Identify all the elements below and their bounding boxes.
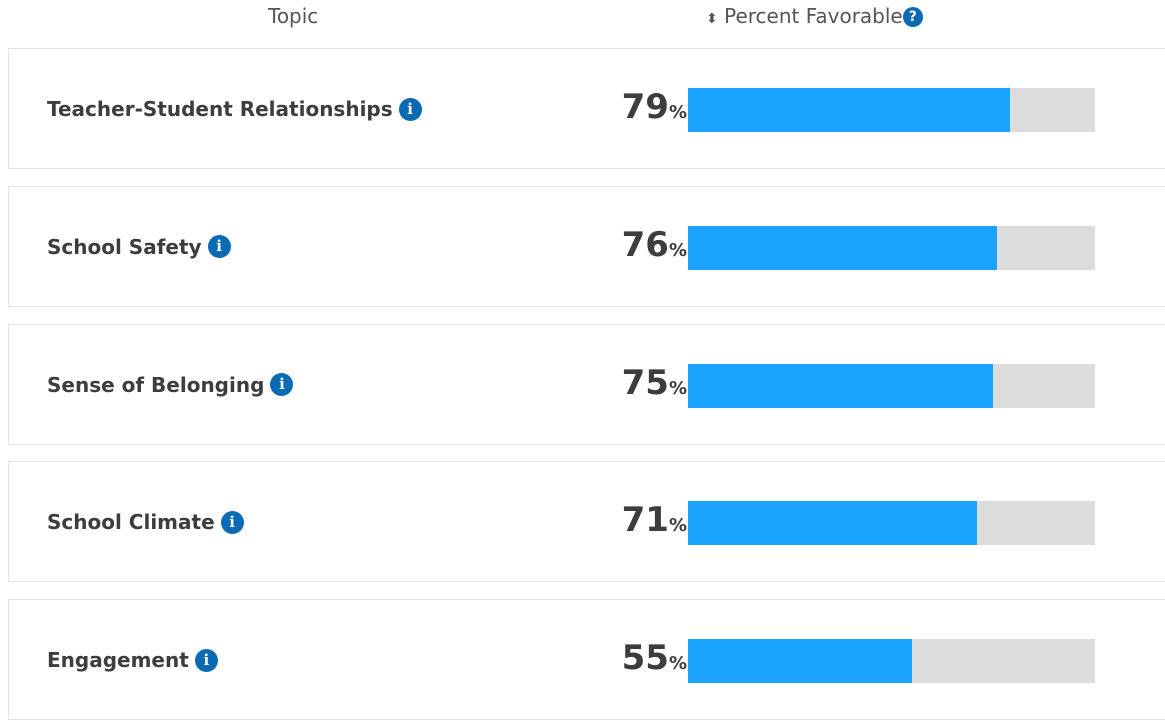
info-icon[interactable]: i bbox=[194, 648, 218, 672]
value-label: 76% bbox=[622, 225, 687, 265]
topic-label: Teacher-Student Relationships i bbox=[47, 97, 422, 121]
value-unit: % bbox=[668, 377, 687, 399]
topic-text: School Safety bbox=[47, 234, 202, 259]
info-icon[interactable]: i bbox=[207, 235, 231, 259]
topic-text: Engagement bbox=[47, 648, 189, 673]
value-number: 71 bbox=[621, 500, 669, 541]
topic-text: School Climate bbox=[47, 510, 215, 535]
value-unit: % bbox=[668, 102, 687, 123]
value-unit: % bbox=[668, 515, 687, 537]
value-number: 79 bbox=[621, 87, 669, 127]
bar-track bbox=[688, 501, 1095, 546]
bar bbox=[688, 88, 1010, 132]
bar-track bbox=[688, 225, 1095, 270]
column-header[interactable]: ⬍ Percent Favorable? bbox=[706, 4, 923, 28]
value-number: 55 bbox=[621, 638, 669, 679]
bar bbox=[688, 501, 977, 546]
bar bbox=[688, 639, 912, 684]
value-label: 71% bbox=[622, 500, 687, 540]
bar-track bbox=[688, 88, 1095, 132]
topic-label: School Safety i bbox=[47, 235, 231, 259]
topic-label: Engagement i bbox=[47, 648, 218, 672]
row-card: School Safety i 76% bbox=[8, 185, 1165, 307]
value-number: 76 bbox=[621, 224, 669, 265]
row-card: School Climate i 71% bbox=[8, 461, 1165, 583]
topic-text: Sense of Belonging bbox=[47, 372, 265, 397]
column-header[interactable]: Topic bbox=[268, 4, 319, 28]
bar bbox=[688, 363, 994, 408]
value-number: 75 bbox=[621, 362, 669, 403]
column-header-text: Percent Favorable bbox=[724, 4, 903, 28]
value-unit: % bbox=[668, 653, 687, 675]
topic-text: Teacher-Student Relationships bbox=[47, 97, 393, 121]
value-label: 55% bbox=[622, 638, 687, 678]
topic-label: School Climate i bbox=[47, 510, 244, 534]
info-icon[interactable]: i bbox=[220, 510, 244, 534]
bar-track bbox=[688, 639, 1095, 684]
sort-icon[interactable]: ⬍ bbox=[706, 11, 718, 27]
help-icon[interactable]: ? bbox=[902, 7, 923, 27]
row-card: Sense of Belonging i 75% bbox=[8, 323, 1165, 445]
value-label: 79% bbox=[622, 87, 687, 127]
row-card: Teacher-Student Relationships i 79% bbox=[8, 48, 1165, 169]
info-icon[interactable]: i bbox=[398, 97, 422, 121]
row-card: Engagement i 55% bbox=[8, 599, 1165, 720]
bar-track bbox=[688, 363, 1095, 408]
value-label: 75% bbox=[622, 363, 687, 403]
value-unit: % bbox=[668, 239, 687, 261]
topic-label: Sense of Belonging i bbox=[47, 372, 294, 397]
info-icon[interactable]: i bbox=[270, 373, 294, 397]
bar bbox=[688, 225, 998, 270]
